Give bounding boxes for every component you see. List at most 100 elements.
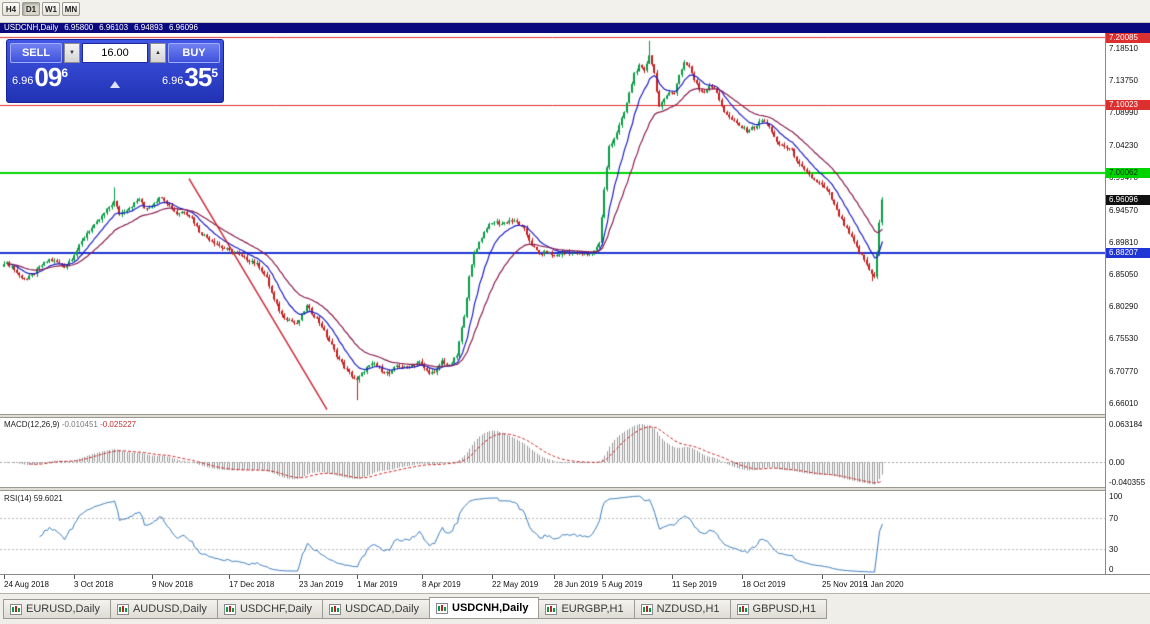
chart-tab-icon — [736, 603, 749, 615]
chart-tab-label: USDCHF,Daily — [239, 603, 313, 615]
chart-tab-eurgbp[interactable]: EURGBP,H1 — [538, 599, 635, 619]
price-axis-tick: 7.13750 — [1109, 76, 1138, 86]
chart-tab-icon — [329, 603, 342, 615]
price-axis-tick: 6.85050 — [1109, 270, 1138, 280]
chart-tab-eurusd[interactable]: EURUSD,Daily — [3, 599, 111, 619]
chart-tab-icon — [10, 603, 22, 615]
price-axis-tick: 7.18510 — [1109, 44, 1138, 54]
price-level-badge: 7.00062 — [1106, 167, 1150, 178]
price-axis-tick: 6.80290 — [1109, 302, 1138, 312]
sell-button[interactable]: SELL — [10, 43, 62, 63]
date-axis-tick — [229, 575, 230, 579]
ohlc-open: 6.95800 — [64, 23, 94, 32]
timeframe-button-w1[interactable]: W1 — [42, 2, 60, 16]
macd-axis-label: 0.00 — [1109, 458, 1125, 467]
chart-tab-bar[interactable]: EURUSD,Daily AUDUSD,Daily USDCHF,Daily USDC… — [3, 597, 828, 619]
date-axis-label: 1 Jan 2020 — [864, 580, 904, 589]
date-axis-label: 18 Oct 2019 — [742, 580, 786, 589]
sell-price: 6.96 09 6 — [12, 62, 69, 92]
date-axis-tick — [822, 575, 823, 579]
date-axis-label: 28 Jun 2019 — [554, 580, 599, 589]
price-level-badge: 7.20085 — [1106, 33, 1150, 43]
price-axis-tick: 7.04230 — [1109, 140, 1138, 150]
ohlc-high: 6.96103 — [99, 23, 129, 32]
panel-splitter[interactable] — [0, 487, 1150, 491]
date-axis-tick — [742, 575, 743, 579]
date-axis-tick — [74, 575, 75, 579]
chart-tab-label: USDCNH,Daily — [452, 602, 529, 614]
rsi-axis-label: 0 — [1109, 565, 1114, 574]
date-axis[interactable]: 24 Aug 2018 3 Oct 2018 9 Nov 2018 17 Dec 20… — [0, 574, 1150, 593]
chart-tab-label: NZDUSD,H1 — [656, 603, 720, 615]
chart-tab-usdchf[interactable]: USDCHF,Daily — [216, 599, 324, 619]
date-axis-tick — [672, 575, 673, 579]
chart-symbol-period: USDCNH,Daily — [4, 23, 59, 32]
timeframe-button-h4[interactable]: H4 — [2, 2, 20, 16]
chart-tab-icon — [640, 603, 653, 615]
date-axis-label: 9 Nov 2018 — [152, 580, 193, 589]
price-axis[interactable]: 7.185107.137507.089907.042306.994706.945… — [1105, 33, 1150, 574]
panel-splitter[interactable] — [0, 414, 1150, 418]
date-axis-tick — [299, 575, 300, 579]
date-axis-tick — [554, 575, 555, 579]
date-axis-label: 22 May 2019 — [492, 580, 539, 589]
rsi-axis-label: 70 — [1109, 513, 1118, 523]
chart-tab-audusd[interactable]: AUDUSD,Daily — [109, 599, 218, 619]
price-axis-tick: 6.94570 — [1109, 205, 1138, 215]
chart-tab-icon — [223, 603, 236, 615]
lot-increase-button[interactable]: ▲ — [150, 43, 166, 63]
price-axis-tick: 6.75530 — [1109, 334, 1138, 344]
date-axis-label: 3 Oct 2018 — [74, 580, 114, 589]
macd-axis-label: -0.040355 — [1109, 478, 1146, 487]
chart-tab-icon — [545, 603, 558, 615]
date-axis-tick — [864, 575, 865, 579]
date-axis-label: 1 Mar 2019 — [357, 580, 398, 589]
date-axis-label: 8 Apr 2019 — [422, 580, 461, 589]
macd-chart[interactable] — [0, 418, 1105, 487]
chart-tab-usdcad[interactable]: USDCAD,Daily — [322, 599, 431, 619]
chart-tab-label: EURGBP,H1 — [561, 603, 624, 615]
ohlc-close: 6.96096 — [169, 23, 198, 32]
date-axis-tick — [422, 575, 423, 579]
buy-button[interactable]: BUY — [168, 43, 220, 63]
ohlc-low: 6.94893 — [134, 23, 163, 32]
rsi-axis-label: 100 — [1109, 492, 1123, 501]
chart-window-title: USDCNH,Daily 6.95800 6.96103 6.94893 6.9… — [0, 23, 1150, 33]
buy-price: 6.96 35 5 — [161, 62, 218, 92]
lot-decrease-button[interactable]: ▼ — [64, 43, 80, 63]
date-axis-tick — [602, 575, 603, 579]
rsi-chart[interactable] — [0, 491, 1105, 574]
chart-tab-icon — [116, 603, 129, 615]
price-axis-tick: 7.08990 — [1109, 108, 1138, 118]
date-axis-tick — [492, 575, 493, 579]
lot-size-input[interactable]: 16.00 — [82, 43, 148, 63]
price-axis-tick: 6.89810 — [1109, 238, 1138, 247]
spread-marker-icon — [110, 81, 120, 88]
chart-tab-label: USDCAD,Daily — [345, 603, 420, 615]
date-axis-tick — [152, 575, 153, 579]
price-level-badge: 7.10023 — [1106, 100, 1150, 111]
chart-tab-label: AUDUSD,Daily — [132, 603, 207, 615]
price-axis-tick: 6.66010 — [1109, 398, 1138, 408]
date-axis-tick — [4, 575, 5, 579]
date-axis-label: 5 Aug 2019 — [602, 580, 643, 589]
date-axis-tick — [357, 575, 358, 579]
timeframe-button-mn[interactable]: MN — [62, 2, 80, 16]
rsi-indicator-label: RSI(14) 59.6021 — [4, 494, 63, 503]
timeframe-toolbar[interactable]: H4 D1 W1 MN — [0, 0, 1150, 23]
chart-tab-label: GBPUSD,H1 — [752, 603, 817, 615]
chart-tab-label: EURUSD,Daily — [26, 603, 100, 615]
price-level-badge: 6.88207 — [1106, 247, 1150, 258]
macd-indicator-label: MACD(12,26,9) -0.010451 -0.025227 — [4, 420, 137, 429]
current-price-badge: 6.96096 — [1106, 194, 1150, 205]
chart-tab-nzdusd[interactable]: NZDUSD,H1 — [633, 599, 731, 619]
chart-tab-usdcnh[interactable]: USDCNH,Daily — [429, 597, 540, 619]
chart-tab-icon — [436, 602, 449, 614]
chart-tab-gbpusd[interactable]: GBPUSD,H1 — [729, 599, 828, 619]
date-axis-label: 24 Aug 2018 — [4, 580, 49, 589]
timeframe-button-d1[interactable]: D1 — [22, 2, 40, 16]
date-axis-label: 17 Dec 2018 — [229, 580, 275, 589]
rsi-axis-label: 30 — [1109, 545, 1118, 555]
price-axis-tick: 6.70770 — [1109, 366, 1138, 376]
